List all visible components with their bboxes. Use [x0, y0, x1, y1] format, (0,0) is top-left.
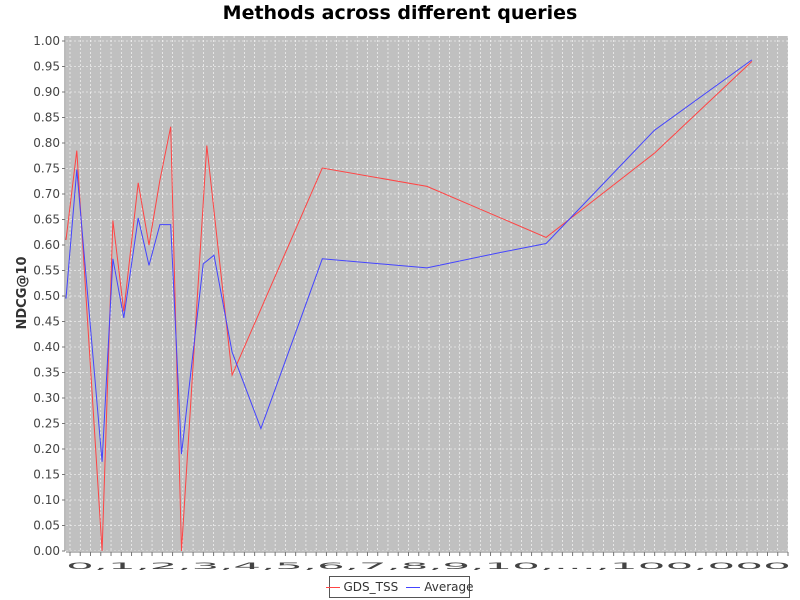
- y-tick-label: 0.90: [33, 85, 60, 99]
- y-tick-label: 0.65: [33, 213, 60, 227]
- y-tick-label: 0.95: [33, 60, 60, 74]
- grid: [66, 36, 789, 552]
- y-axis-label: NDCG@10: [15, 257, 30, 330]
- y-tick-label: 0.45: [33, 315, 60, 329]
- y-tick-label: 0.20: [33, 442, 60, 456]
- legend-swatch-average: [406, 586, 421, 588]
- series-layer: [65, 59, 753, 552]
- legend-label-average: Average: [424, 580, 474, 594]
- y-tick-label: 0.80: [33, 136, 60, 150]
- x-ticks: 0,1,2,3,4,5,6,7,8,9,10,...,100,000: [66, 552, 792, 572]
- chart-title: Methods across different queries: [222, 2, 578, 24]
- legend-item-average: Average: [406, 580, 474, 594]
- legend-label-gds-tss: GDS_TSS: [343, 580, 399, 594]
- y-tick-label: 0.05: [33, 519, 60, 533]
- y-tick-label: 0.35: [33, 366, 60, 380]
- x-tick-labels: 0,1,2,3,4,5,6,7,8,9,10,...,100,000: [66, 562, 792, 572]
- legend-swatch-gds-tss: [325, 586, 340, 588]
- y-ticks: 0.00 0.05 0.10 0.15 0.20 0.25 0.30 0.35 0.40 0.45…: [33, 34, 65, 558]
- y-tick-label: 0.30: [33, 391, 60, 405]
- y-tick-label: 0.60: [33, 238, 60, 252]
- legend-item-gds-tss: GDS_TSS: [325, 580, 399, 594]
- y-tick-label: 0.75: [33, 162, 60, 176]
- y-tick-label: 0.15: [33, 468, 60, 482]
- series-line-average: [65, 59, 753, 462]
- legend: GDS_TSS Average: [325, 576, 474, 598]
- y-tick-label: 0.00: [33, 544, 60, 558]
- y-tick-label: 0.70: [33, 187, 60, 201]
- y-tick-label: 0.55: [33, 264, 60, 278]
- y-tick-label: 0.10: [33, 493, 60, 507]
- y-tick-label: 0.85: [33, 111, 60, 125]
- y-tick-label: 0.40: [33, 340, 60, 354]
- y-tick-label: 0.25: [33, 417, 60, 431]
- y-tick-label: 0.50: [33, 289, 60, 303]
- y-tick-label: 1.00: [33, 34, 60, 48]
- plot-background: [66, 36, 788, 551]
